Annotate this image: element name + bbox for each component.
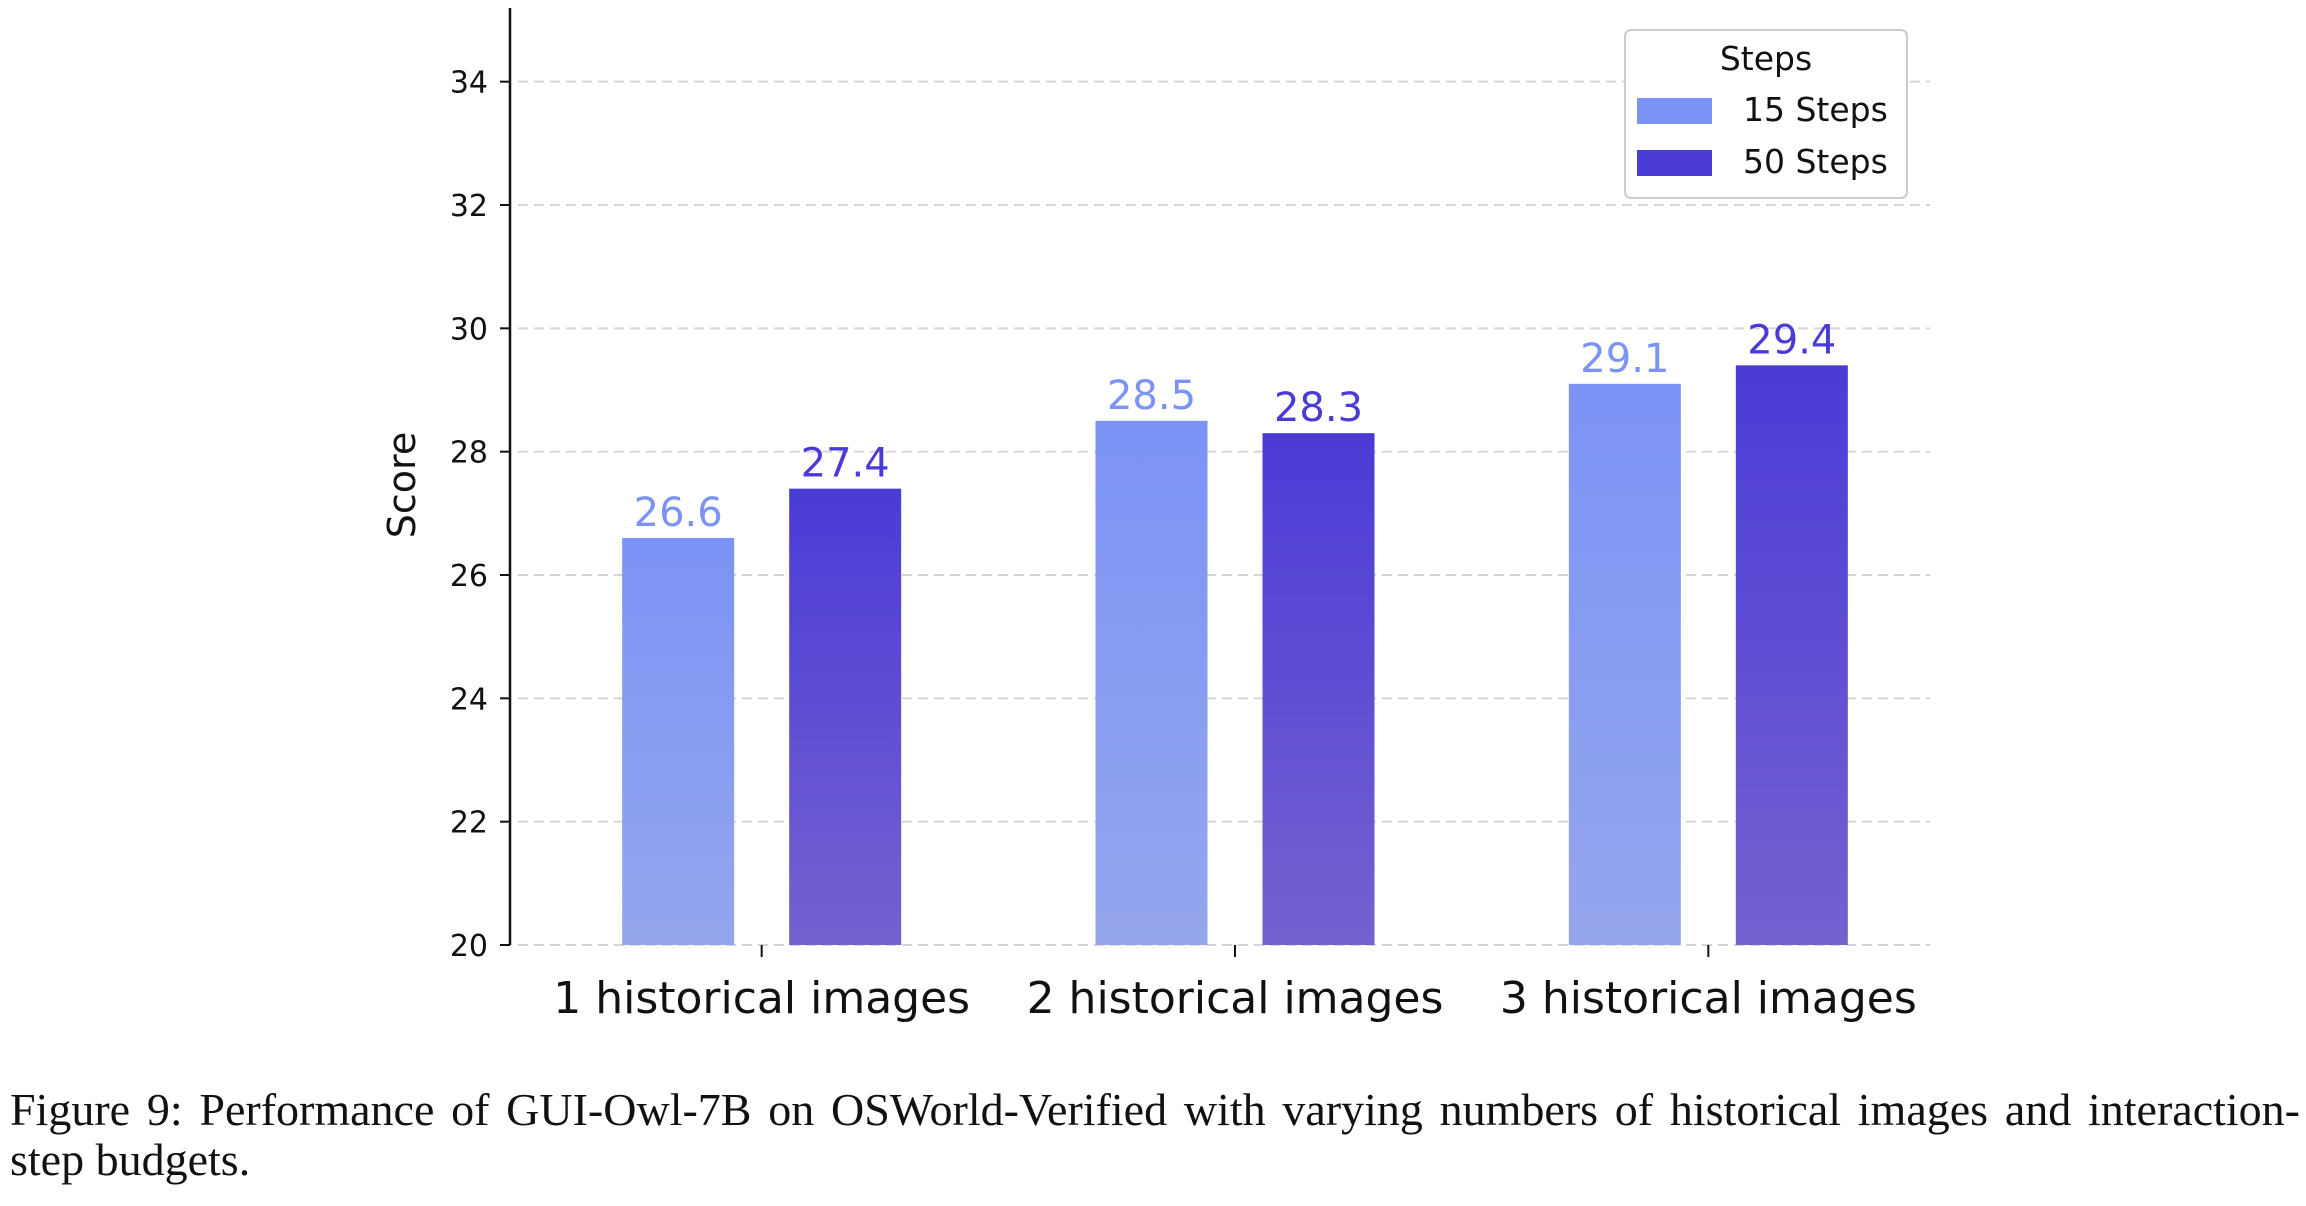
legend: Steps 15 Steps 50 Steps <box>1624 29 1908 199</box>
bar-value-label: 29.4 <box>1747 317 1836 363</box>
y-tick-label: 30 <box>450 312 488 347</box>
bar-50-steps <box>1735 365 1848 945</box>
bar-value-label: 26.6 <box>634 490 723 536</box>
y-tick-label: 22 <box>450 806 488 841</box>
bar-value-labels: 26.6 27.4 28.5 28.3 29.1 29.4 <box>634 317 1837 536</box>
bar-value-label: 28.3 <box>1274 385 1363 431</box>
figure-caption: Figure 9: Performance of GUI-Owl-7B on O… <box>10 1084 2300 1185</box>
legend-swatch <box>1637 98 1712 124</box>
y-tick-label: 34 <box>450 66 488 101</box>
x-tick-label: 1 historical images <box>553 973 970 1024</box>
bar-50-steps <box>1262 433 1375 945</box>
bars <box>622 365 1848 945</box>
y-tick-label: 32 <box>450 189 488 224</box>
y-axis-label: Score <box>380 432 424 538</box>
legend-entry: 50 Steps <box>1743 142 1888 181</box>
legend-swatch <box>1637 150 1712 176</box>
bar-15-steps <box>1568 383 1681 945</box>
legend-title: Steps <box>1720 39 1812 78</box>
x-tick-label: 3 historical images <box>1500 973 1917 1024</box>
y-tick-label: 28 <box>450 436 488 471</box>
bar-15-steps <box>1095 420 1208 945</box>
bar-50-steps <box>789 488 902 945</box>
y-tick-label: 20 <box>450 929 488 964</box>
bar-15-steps <box>622 538 735 945</box>
bar-value-label: 28.5 <box>1107 373 1196 419</box>
bar-value-label: 29.1 <box>1580 336 1669 382</box>
bar-value-label: 27.4 <box>801 441 890 487</box>
axes: 20 22 24 26 28 30 32 34 1 historical images 2 his… <box>450 8 1917 1024</box>
legend-entry: 15 Steps <box>1743 90 1888 129</box>
y-tick-label: 26 <box>450 559 488 594</box>
x-tick-label: 2 historical images <box>1027 973 1444 1024</box>
y-tick-label: 24 <box>450 682 488 717</box>
bar-chart: 26.6 27.4 28.5 28.3 29.1 29.4 20 22 24 26 28 30 32 3… <box>380 8 1930 1024</box>
